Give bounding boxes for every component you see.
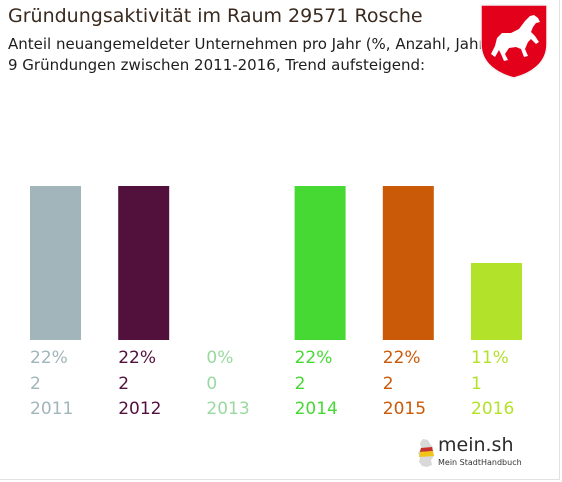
percent-label-2012: 22% xyxy=(118,348,156,368)
mein-sh-logo: mein.sh Mein StadtHandbuch xyxy=(416,432,526,476)
count-label-2014: 2 xyxy=(295,374,306,394)
year-label-2016: 2016 xyxy=(471,399,514,419)
count-label-2012: 2 xyxy=(118,374,129,394)
percent-label-2016: 11% xyxy=(471,348,509,368)
year-label-2013: 2013 xyxy=(206,399,249,419)
percent-label-2014: 22% xyxy=(295,348,333,368)
count-label-2015: 2 xyxy=(383,374,394,394)
crest-horse xyxy=(491,15,540,61)
logo-tagline: Mein StadtHandbuch xyxy=(438,458,522,467)
bar-2012 xyxy=(118,186,170,340)
year-label-2015: 2015 xyxy=(383,399,426,419)
germany-map-icon xyxy=(418,439,434,467)
chart-subtitle: Anteil neuangemeldeter Unternehmen pro J… xyxy=(8,35,491,53)
logo-name: mein.sh xyxy=(438,434,514,456)
percent-label-2015: 22% xyxy=(383,348,421,368)
year-label-2014: 2014 xyxy=(295,399,338,419)
bar-2014 xyxy=(294,186,346,340)
percent-label-2013: 0% xyxy=(206,348,233,368)
count-label-2011: 2 xyxy=(30,374,41,394)
bar-2015 xyxy=(382,186,434,340)
lower-saxony-horse-crest-icon xyxy=(480,4,548,79)
bar-2011 xyxy=(30,186,81,340)
bar-2016 xyxy=(471,263,522,340)
count-label-2013: 0 xyxy=(206,374,217,394)
chart-summary: 9 Gründungen zwischen 2011-2016, Trend a… xyxy=(8,56,426,74)
count-label-2016: 1 xyxy=(471,374,482,394)
chart-title: Gründungsaktivität im Raum 29571 Rosche xyxy=(8,5,423,27)
percent-label-2011: 22% xyxy=(30,348,68,368)
year-label-2011: 2011 xyxy=(30,399,73,419)
year-label-2012: 2012 xyxy=(118,399,161,419)
